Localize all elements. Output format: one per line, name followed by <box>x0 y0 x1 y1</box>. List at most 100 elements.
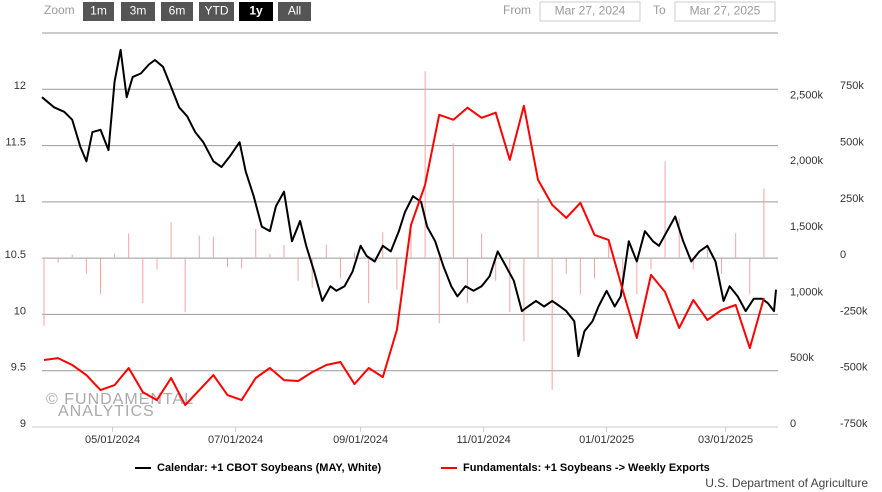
bar <box>241 258 243 269</box>
bar <box>565 258 567 274</box>
bar <box>354 252 356 259</box>
bar <box>410 224 412 259</box>
range-button[interactable] <box>121 2 155 21</box>
watermark: ANALYTICS <box>58 403 155 420</box>
from-value: Mar 27, 2024 <box>555 4 626 18</box>
y3-tick-label: 500k <box>840 136 864 148</box>
y-tick-label: 9 <box>20 418 26 430</box>
y-tick-label: 9.5 <box>11 362 26 374</box>
bar <box>325 244 327 259</box>
legend-label: Calendar: +1 CBOT Soybeans (MAY, White) <box>157 462 382 474</box>
bar <box>283 244 285 259</box>
bar <box>212 236 214 259</box>
legend-label: Fundamentals: +1 Soybeans -> Weekly Expo… <box>463 462 710 474</box>
credits: U.S. Department of Agriculture <box>705 476 868 490</box>
bar <box>114 253 116 259</box>
from-input[interactable] <box>539 1 641 22</box>
bar <box>198 235 200 259</box>
range-button-label: 6m <box>169 4 186 18</box>
to-value: Mar 27, 2025 <box>690 4 761 18</box>
from-label: From <box>503 3 531 17</box>
zoom-label: Zoom <box>44 3 75 17</box>
bar <box>99 258 101 295</box>
to-label: To <box>653 3 666 17</box>
to-input[interactable] <box>674 1 776 22</box>
bar <box>255 228 257 259</box>
bar <box>57 258 59 263</box>
line <box>43 104 765 407</box>
y3-tick-label: 250k <box>840 193 864 205</box>
bar <box>156 258 158 270</box>
bar <box>227 258 229 268</box>
bar <box>692 258 694 270</box>
range-button[interactable] <box>199 2 234 21</box>
bar <box>495 258 497 281</box>
watermark: © FUNDAMENTAL <box>46 391 194 408</box>
y2-tick-label: 0 <box>790 418 796 430</box>
range-button-label: 3m <box>130 4 147 18</box>
bar <box>735 233 737 259</box>
bar <box>43 258 45 326</box>
bar <box>664 161 666 259</box>
bar <box>608 239 610 259</box>
y3-tick-label: -750k <box>840 418 868 430</box>
bar <box>579 258 581 295</box>
bar <box>339 258 341 279</box>
bar <box>452 143 454 259</box>
y-tick-label: 10 <box>14 305 26 317</box>
x-tick-label: 09/01/2024 <box>333 434 388 446</box>
bar <box>184 258 186 313</box>
y-tick-label: 10.5 <box>5 249 26 261</box>
bar <box>678 218 680 259</box>
x-tick-label: 01/01/2025 <box>579 434 634 446</box>
bar <box>142 258 144 304</box>
bar <box>311 258 313 288</box>
bar <box>749 258 751 295</box>
range-button[interactable] <box>161 2 193 21</box>
y-tick-label: 12 <box>14 80 26 92</box>
bar <box>466 258 468 304</box>
bar <box>594 258 596 279</box>
x-tick-label: 07/01/2024 <box>208 434 263 446</box>
y3-tick-label: -500k <box>840 362 868 374</box>
x-tick-label: 05/01/2024 <box>85 434 140 446</box>
y-tick-label: 11.5 <box>5 136 26 148</box>
x-tick-label: 11/01/2024 <box>456 434 510 446</box>
y2-tick-label: 500k <box>790 352 814 364</box>
range-button-label: 1m <box>90 4 107 18</box>
range-button[interactable] <box>83 2 114 21</box>
bar <box>85 258 87 274</box>
bar <box>170 222 172 259</box>
range-button[interactable] <box>239 2 273 21</box>
bar <box>269 253 271 259</box>
bar <box>650 258 652 270</box>
bar <box>551 258 553 390</box>
bar <box>71 254 73 259</box>
y2-tick-label: 2,000k <box>790 155 824 167</box>
range-button-label: 1y <box>249 4 263 18</box>
x-tick-label: 03/01/2025 <box>698 434 753 446</box>
y2-tick-label: 1,000k <box>790 287 824 299</box>
y3-tick-label: 750k <box>840 80 864 92</box>
y2-tick-label: 2,500k <box>790 90 824 102</box>
y3-tick-label: 0 <box>840 249 846 261</box>
bar <box>481 233 483 259</box>
bar <box>509 258 511 313</box>
bar <box>396 258 398 290</box>
line <box>41 48 777 358</box>
bar <box>622 258 624 288</box>
range-button[interactable] <box>278 2 311 21</box>
bar <box>763 188 765 259</box>
bar <box>368 258 370 304</box>
bar <box>297 258 299 281</box>
range-button-label: All <box>288 4 301 18</box>
bar <box>721 258 723 274</box>
bar <box>438 258 440 324</box>
y2-tick-label: 1,500k <box>790 221 824 233</box>
y3-tick-label: -250k <box>840 305 868 317</box>
bar <box>537 198 539 259</box>
bar <box>128 233 130 259</box>
bar <box>636 258 638 295</box>
bar <box>523 258 525 342</box>
